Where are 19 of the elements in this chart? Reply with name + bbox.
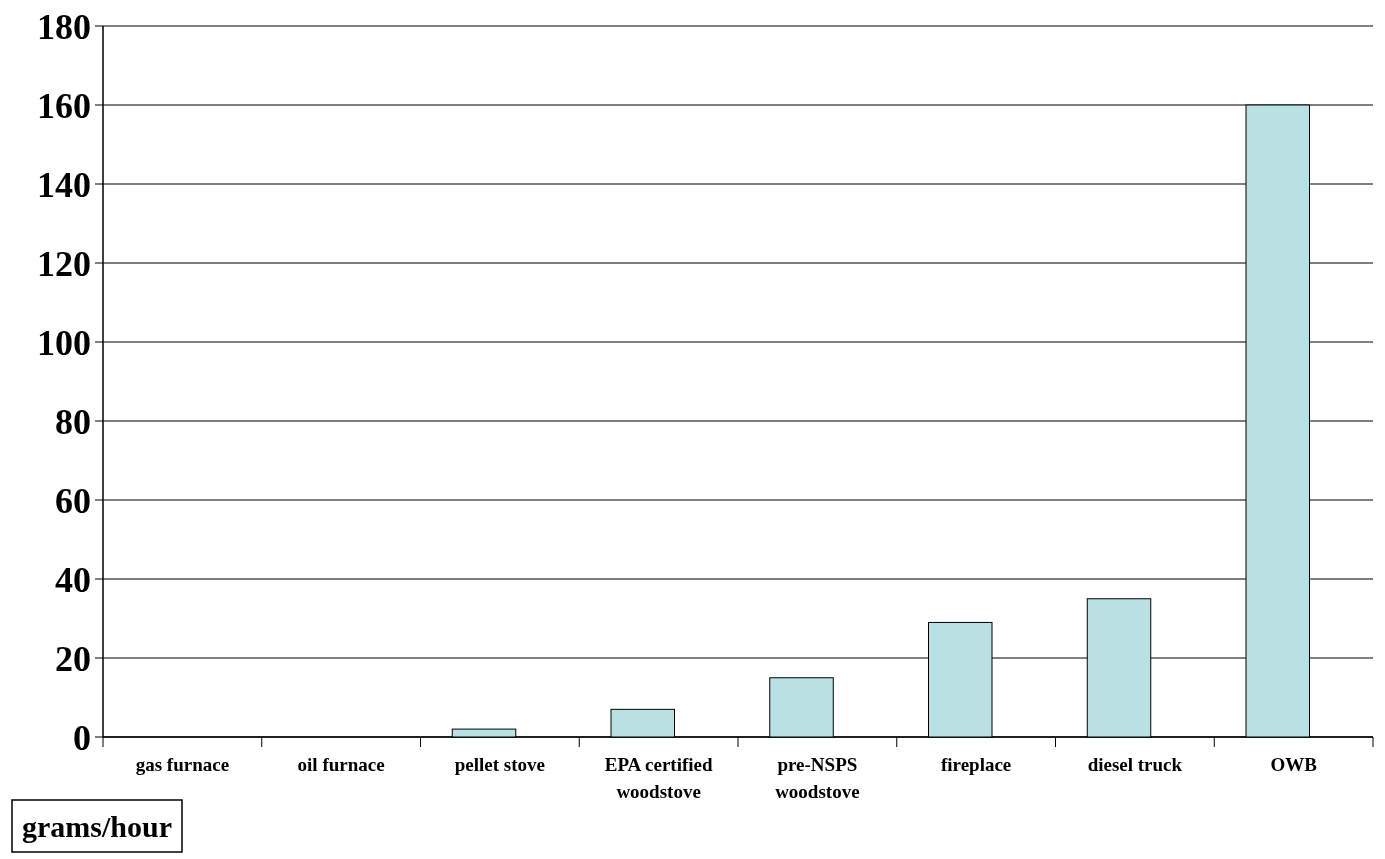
y-tick-label: 20 (55, 638, 91, 679)
x-tick-label: OWB (1270, 754, 1318, 775)
y-tick-label: 0 (73, 717, 91, 758)
x-tick-label: oil furnace (297, 754, 385, 775)
x-tick-label: EPA certified woodstove (604, 754, 713, 802)
y-tick-label: 100 (37, 322, 91, 363)
x-tick-label: fireplace (940, 754, 1012, 775)
x-tick-label: pellet stove (454, 754, 545, 775)
x-tick-label: pre-NSPS woodstove (775, 754, 860, 802)
y-tick-label: 80 (55, 401, 91, 442)
y-tick-label: 120 (37, 243, 91, 284)
y-tick-label: 160 (37, 85, 91, 126)
y-tick-label: 60 (55, 480, 91, 521)
y-axis-title: grams/hour (22, 810, 172, 843)
x-tick-label: diesel truck (1087, 754, 1183, 775)
y-tick-label: 40 (55, 559, 91, 600)
y-tick-label: 180 (37, 6, 91, 47)
x-tick-label: gas furnace (135, 754, 230, 775)
y-tick-label: 140 (37, 164, 91, 205)
